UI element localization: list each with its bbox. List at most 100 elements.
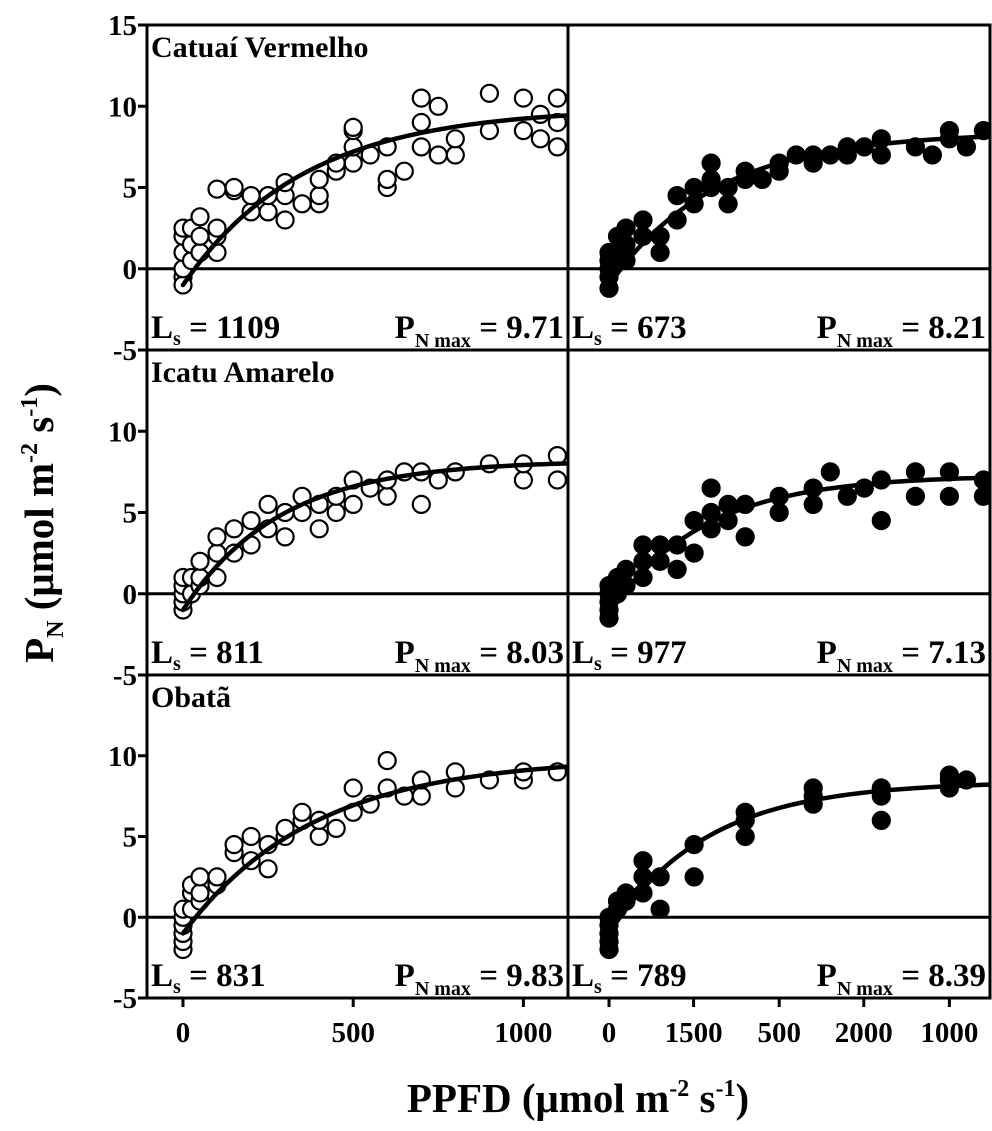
- x-tick-labels: 05001000150020000500100015002000: [176, 1017, 979, 1049]
- data-point: [616, 559, 636, 580]
- pnmax-main: P: [395, 958, 415, 994]
- data-point: [889, 62, 906, 79]
- pnmax-main: P: [817, 635, 837, 671]
- data-point: [258, 202, 278, 222]
- data-point: [650, 242, 670, 263]
- data-point: [190, 551, 210, 571]
- data-point: [377, 750, 397, 771]
- data-point: [923, 488, 940, 505]
- data-point: [685, 98, 702, 115]
- data-point: [633, 851, 653, 871]
- panel-2: Ls = 673 PN max = 8.21: [566, 23, 992, 352]
- data-point: [871, 470, 891, 490]
- data-point: [719, 106, 736, 123]
- ls-annotation: Ls = 831: [151, 958, 266, 998]
- data-point: [224, 543, 244, 563]
- data-point: [923, 439, 940, 456]
- data-point: [617, 138, 634, 155]
- data-point: [651, 423, 668, 440]
- data-point: [719, 472, 736, 489]
- data-point: [309, 186, 329, 206]
- data-point: [821, 447, 838, 464]
- ls-sub: s: [594, 976, 602, 998]
- data-point: [855, 114, 872, 131]
- ls-annotation: Ls = 1109: [151, 310, 280, 350]
- ls-sub: s: [173, 328, 181, 350]
- data-point: [633, 210, 653, 230]
- data-point: [258, 494, 278, 514]
- x-axis-label-sup2: -1: [715, 1076, 735, 1102]
- ls-annotation: Ls = 673: [572, 310, 687, 350]
- x-axis-label-main: PPFD (μmol m: [407, 1075, 669, 1121]
- ls-sub: s: [173, 976, 181, 998]
- data-point: [871, 810, 891, 831]
- data-point: [224, 177, 244, 198]
- data-point: [190, 226, 210, 246]
- data-point: [735, 826, 755, 847]
- data-point: [787, 114, 804, 131]
- data-point: [651, 755, 668, 772]
- data-point: [343, 494, 363, 514]
- fitted-curve: [606, 782, 990, 936]
- data-points: [173, 62, 906, 295]
- data-point: [411, 786, 431, 806]
- data-point: [685, 130, 702, 147]
- data-point: [292, 194, 312, 214]
- data-point: [547, 137, 568, 157]
- panel-plot-area: [568, 765, 990, 960]
- pnmax-main: P: [395, 310, 415, 346]
- data-point: [530, 104, 551, 125]
- data-point: [718, 194, 738, 214]
- data-point: [905, 462, 926, 482]
- y-tick-label: -5: [113, 983, 137, 1015]
- data-point: [855, 747, 872, 764]
- data-point: [752, 169, 772, 189]
- data-point: [428, 96, 448, 116]
- data-point: [583, 423, 600, 440]
- data-point: [871, 145, 891, 165]
- panel-title: Obatã: [151, 681, 231, 714]
- data-point: [939, 486, 960, 506]
- pnmax-sub: N max: [837, 330, 893, 352]
- y-tick-label: -5: [113, 660, 137, 692]
- y-axis-label: PN (μmol m-2 s-1): [16, 383, 69, 663]
- panel-6: Ls = 789 PN max = 8.39: [566, 673, 992, 1007]
- data-point: [650, 899, 670, 919]
- data-points: [599, 121, 990, 298]
- data-point: [684, 867, 704, 887]
- data-point: [803, 494, 823, 514]
- data-point: [871, 778, 891, 798]
- data-point: [651, 463, 668, 480]
- data-point: [889, 447, 906, 464]
- data-point: [309, 169, 329, 189]
- ls-value: = 977: [602, 635, 687, 671]
- data-point: [617, 447, 634, 464]
- data-point: [309, 826, 329, 847]
- data-points: [599, 462, 990, 628]
- pnmax-annotation: PN max = 7.13: [817, 635, 986, 677]
- data-point: [241, 826, 261, 847]
- ls-main: L: [151, 635, 173, 671]
- pnmax-value: = 8.03: [471, 635, 564, 671]
- y-tick-label: 10: [108, 741, 137, 773]
- x-tick-label: 500: [331, 1017, 375, 1049]
- data-point: [258, 859, 278, 879]
- data-point: [207, 218, 227, 238]
- data-point: [343, 778, 363, 798]
- y-tick-label: 10: [108, 416, 137, 448]
- data-point: [753, 106, 770, 123]
- data-point: [343, 153, 363, 173]
- panel-4: Ls = 977 PN max = 7.13: [566, 348, 992, 677]
- data-point: [292, 802, 312, 822]
- data-point: [583, 731, 600, 748]
- ls-main: L: [572, 635, 594, 671]
- data-point: [583, 480, 600, 497]
- data-point: [411, 137, 431, 157]
- x-tick-label: 1000: [920, 1017, 978, 1049]
- pnmax-sub: N max: [415, 655, 471, 677]
- panel-plot-area: [568, 462, 990, 628]
- data-point: [905, 486, 926, 506]
